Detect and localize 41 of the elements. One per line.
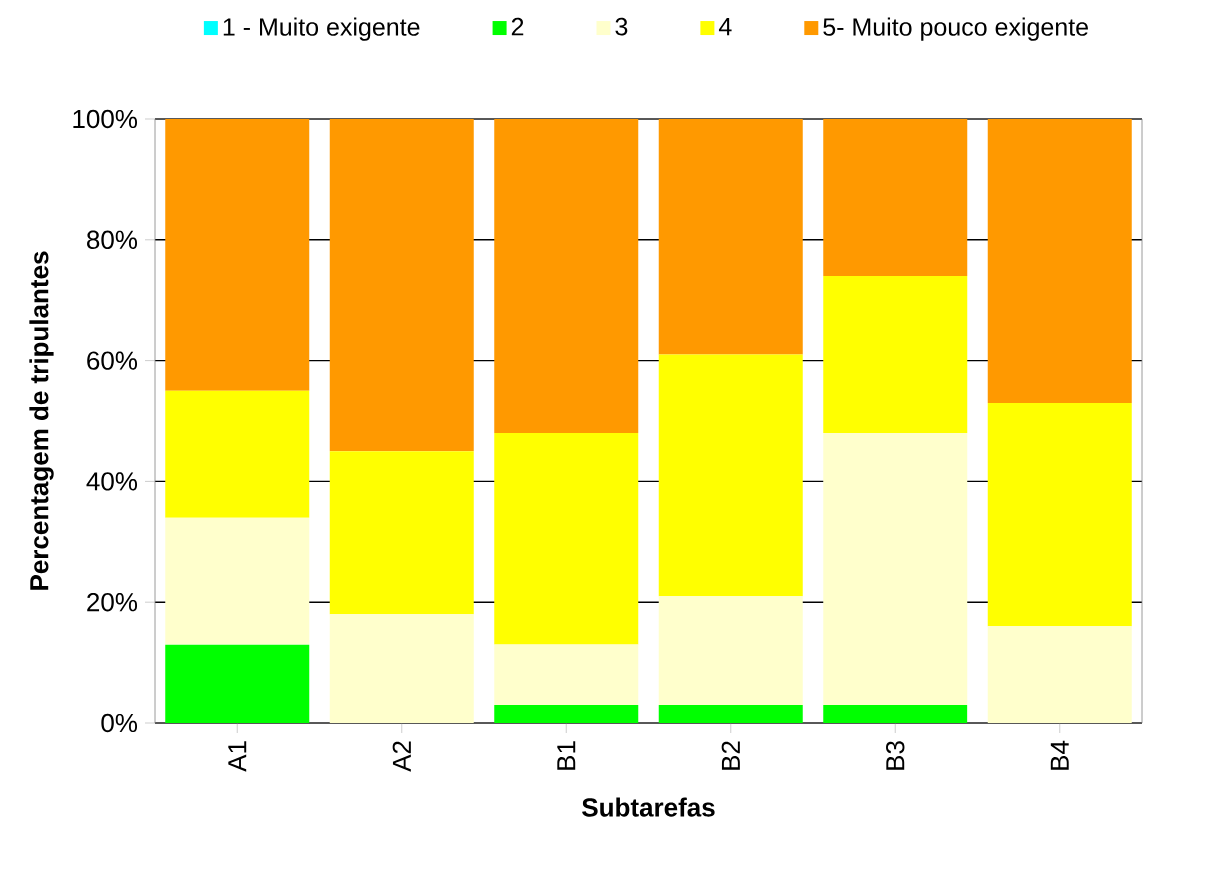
bar <box>329 451 474 615</box>
bar <box>987 119 1132 403</box>
y-axis-title: Percentagem de tripulantes <box>29 251 54 590</box>
y-tick-label: 40% <box>86 472 138 491</box>
y-tick-label: 0% <box>101 713 138 733</box>
bar <box>165 119 310 391</box>
bar <box>329 614 474 723</box>
bar <box>658 119 803 355</box>
legend-label: 2 <box>511 17 524 36</box>
legend-label: 4 <box>718 17 732 36</box>
bar <box>658 354 803 597</box>
bar <box>329 119 474 452</box>
y-tick-label: 20% <box>87 592 138 612</box>
bar <box>494 704 639 723</box>
bar <box>494 644 639 705</box>
bar <box>165 517 310 645</box>
bar <box>165 644 310 723</box>
bar <box>823 276 968 434</box>
x-axis-title: Subtarefas <box>582 797 715 817</box>
bar <box>823 433 968 705</box>
legend-label: 3 <box>615 17 628 36</box>
x-tick-label: A1 <box>228 741 247 772</box>
bar <box>823 119 968 277</box>
x-tick-label: A2 <box>392 741 411 772</box>
bar <box>165 390 310 518</box>
y-tick-label: 80% <box>87 230 138 249</box>
bar <box>987 626 1132 723</box>
bar <box>823 704 968 723</box>
x-tick-label: B4 <box>1050 740 1069 770</box>
legend-label: 1 - Muito exigente <box>223 17 420 41</box>
bar <box>494 433 639 645</box>
bar <box>494 119 639 434</box>
legend-label: 5- Muito pouco exigente <box>823 17 1088 41</box>
y-tick-label: 60% <box>87 351 138 370</box>
y-tick-label: 100% <box>73 109 138 129</box>
x-tick-label: B2 <box>721 741 740 770</box>
bar <box>658 596 803 705</box>
bar <box>658 704 803 723</box>
bar <box>987 402 1132 627</box>
x-tick-label: B3 <box>886 741 905 770</box>
x-tick-label: B1 <box>557 741 576 770</box>
